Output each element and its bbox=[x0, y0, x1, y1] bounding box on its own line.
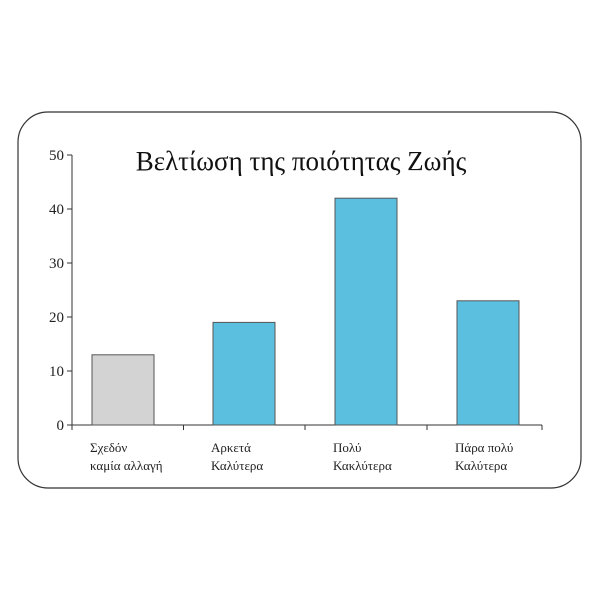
y-tick-label: 20 bbox=[49, 310, 64, 326]
x-category-label: Σχεδόν bbox=[90, 440, 127, 455]
y-tick-label: 50 bbox=[49, 148, 64, 164]
bar bbox=[334, 197, 398, 426]
x-category-label: Πάρα πολύ bbox=[455, 440, 513, 455]
x-category-label: Καλύτερα bbox=[211, 458, 263, 473]
y-tick-label: 40 bbox=[49, 202, 64, 218]
category-labels: Σχεδόν καμία αλλαγή Αρκετά Καλύτερα Πολύ Κακλ… bbox=[90, 440, 513, 473]
bars bbox=[91, 197, 520, 426]
bar bbox=[212, 321, 276, 426]
x-category-label: Καλύτερα bbox=[455, 458, 507, 473]
x-category-label: καμία αλλαγή bbox=[90, 458, 163, 473]
chart-title: Βελτίωση της ποιότητας Ζωής bbox=[136, 146, 467, 176]
y-tick-label: 0 bbox=[57, 418, 65, 434]
x-category-label: Αρκετά bbox=[211, 440, 251, 455]
y-tick-label: 30 bbox=[49, 256, 64, 272]
bar bbox=[91, 354, 155, 426]
chart-frame bbox=[17, 111, 582, 489]
y-tick-label: 10 bbox=[49, 364, 64, 380]
bar bbox=[456, 300, 520, 426]
x-category-label: Πολύ bbox=[333, 440, 361, 455]
x-category-label: Κακλύτερα bbox=[333, 458, 392, 473]
y-axis: 0 10 20 30 40 50 bbox=[49, 148, 73, 434]
